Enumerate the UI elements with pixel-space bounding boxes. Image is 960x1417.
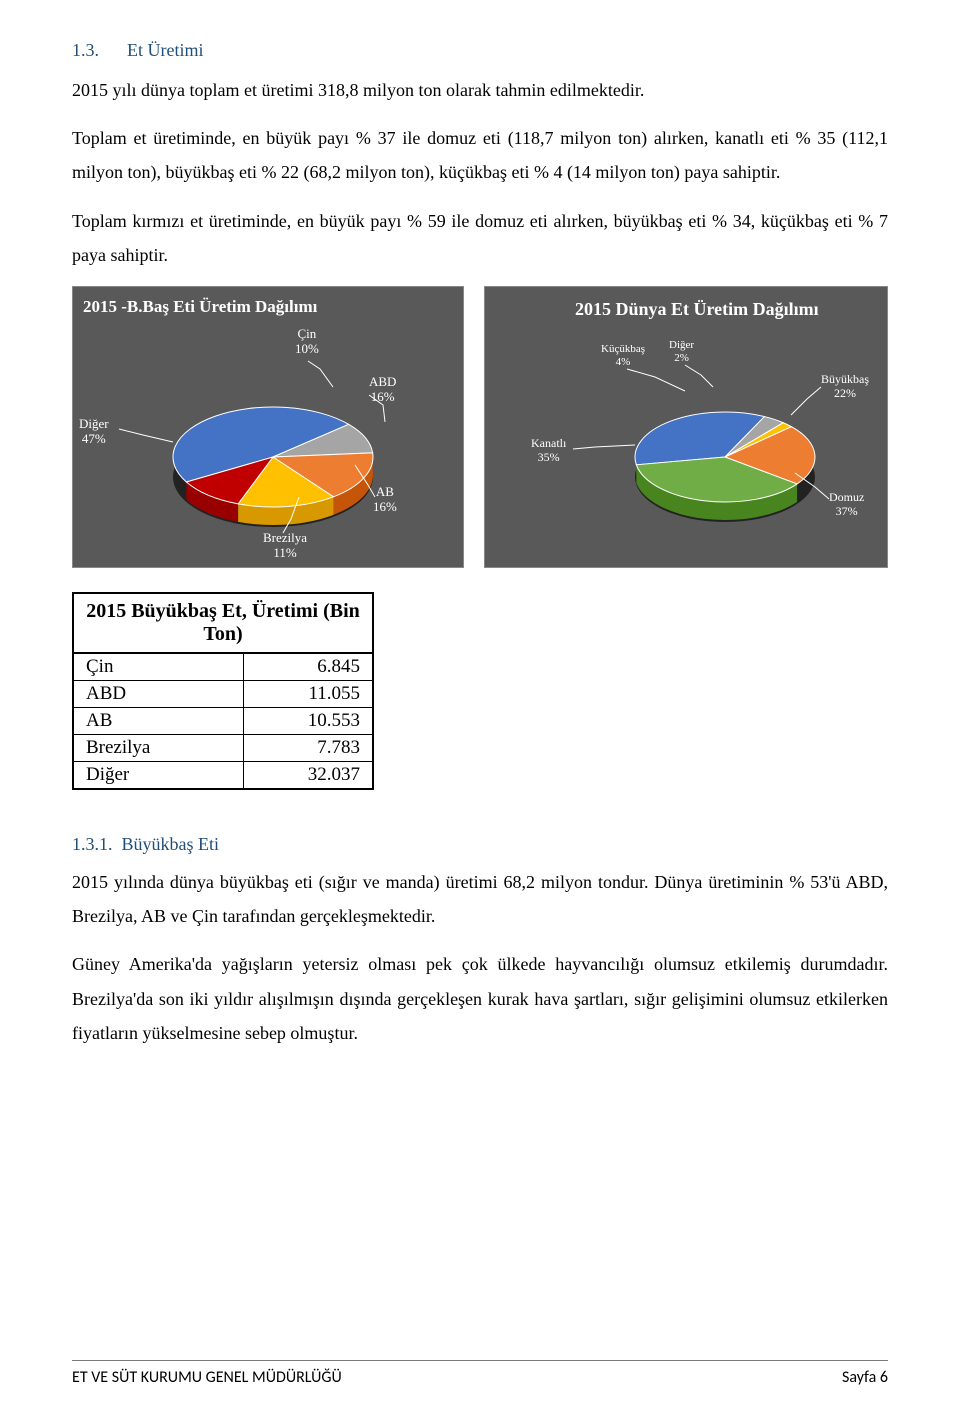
footer-line: [72, 1360, 888, 1361]
para-5: Güney Amerika'da yağışların yetersiz olm…: [72, 947, 888, 1050]
table-row: Diğer32.037: [73, 761, 373, 789]
table-row: Çin6.845: [73, 653, 373, 681]
table-cell-value: 7.783: [243, 734, 373, 761]
subheading-num: 1.3.1.: [72, 834, 113, 854]
table-cell-value: 32.037: [243, 761, 373, 789]
table-title: 2015 Büyükbaş Et, Üretimi (Bin Ton): [73, 593, 373, 653]
para-1: 2015 yılı dünya toplam et üretimi 318,8 …: [72, 73, 888, 107]
charts-row: 2015 -B.Baş Eti Üretim Dağılımı Diğer47%…: [72, 286, 888, 568]
table-cell-value: 11.055: [243, 680, 373, 707]
table-cell-label: AB: [73, 707, 243, 734]
subheading-title: Büyükbaş Eti: [122, 834, 220, 854]
production-table: 2015 Büyükbaş Et, Üretimi (Bin Ton) Çin6…: [72, 592, 374, 790]
para-3: Toplam kırmızı et üretiminde, en büyük p…: [72, 204, 888, 272]
footer: ET VE SÜT KURUMU GENEL MÜDÜRLÜĞÜ Sayfa 6: [72, 1368, 888, 1387]
table-cell-label: Brezilya: [73, 734, 243, 761]
subheading: 1.3.1. Büyükbaş Eti: [72, 834, 888, 855]
table-row: ABD11.055: [73, 680, 373, 707]
footer-org: ET VE SÜT KURUMU GENEL MÜDÜRLÜĞÜ: [72, 1368, 342, 1387]
chart-left: 2015 -B.Baş Eti Üretim Dağılımı Diğer47%…: [72, 286, 464, 568]
para-4: 2015 yılında dünya büyükbaş eti (sığır v…: [72, 865, 888, 933]
table-cell-label: Çin: [73, 653, 243, 681]
para-2: Toplam et üretiminde, en büyük payı % 37…: [72, 121, 888, 189]
heading-title: Et Üretimi: [127, 40, 203, 60]
table-row: Brezilya7.783: [73, 734, 373, 761]
footer-page: Sayfa 6: [842, 1368, 888, 1387]
chart-right: 2015 Dünya Et Üretim Dağılımı Kanatlı35%…: [484, 286, 888, 568]
section-heading: 1.3. Et Üretimi: [72, 40, 888, 61]
table-cell-label: ABD: [73, 680, 243, 707]
table-cell-value: 6.845: [243, 653, 373, 681]
table-cell-value: 10.553: [243, 707, 373, 734]
table-row: AB10.553: [73, 707, 373, 734]
heading-number: 1.3.: [72, 40, 99, 60]
table-cell-label: Diğer: [73, 761, 243, 789]
